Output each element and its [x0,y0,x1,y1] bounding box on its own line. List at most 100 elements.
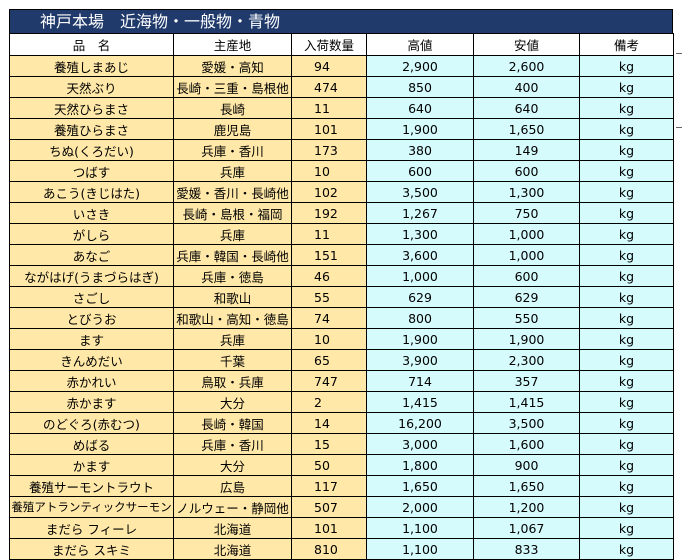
cell-name: まだら フィーレ [9,517,174,539]
table-row: ます 兵庫 10 1,900 1,900 kg [9,328,674,350]
cell-origin: 兵庫・韓国・長崎他 [173,244,292,266]
col-header-name: 品 名 [9,33,174,56]
cell-quantity: 15 [291,433,367,455]
table-row: さごし 和歌山 55 629 629 kg [9,286,674,308]
cell-high-price: 714 [366,370,474,392]
cell-high-price: 1,100 [366,538,474,560]
cell-remarks: kg [579,97,674,119]
table-row: がしら 兵庫 11 1,300 1,000 kg [9,223,674,245]
table-row: ながはげ(うまづらはぎ) 兵庫・徳島 46 1,000 600 kg [9,265,674,287]
market-price-sheet: 神戸本場 近海物・一般物・青物 品 名 主産地 入荷数量 高値 安値 備考 養殖… [9,9,674,560]
cell-name: まだら スキミ [9,538,174,560]
cell-quantity: 65 [291,349,367,371]
cell-remarks: kg [579,118,674,140]
cell-quantity: 14 [291,412,367,434]
cell-low-price: 833 [473,538,580,560]
cell-remarks: kg [579,307,674,329]
cell-remarks: kg [579,328,674,350]
price-table: 品 名 主産地 入荷数量 高値 安値 備考 養殖しまあじ 愛媛・高知 94 2,900… [9,33,674,560]
cell-high-price: 1,000 [366,265,474,287]
cell-high-price: 1,650 [366,475,474,497]
cell-low-price: 1,650 [473,475,580,497]
cell-origin: 千葉 [173,349,292,371]
cell-name: かます [9,454,174,476]
table-row: 養殖しまあじ 愛媛・高知 94 2,900 2,600 kg [9,55,674,77]
cell-high-price: 3,900 [366,349,474,371]
cell-low-price: 1,900 [473,328,580,350]
cell-name: ちぬ(くろだい) [9,139,174,161]
cell-origin: 長崎 [173,97,292,119]
cell-quantity: 117 [291,475,367,497]
table-row: まだら フィーレ 北海道 101 1,100 1,067 kg [9,517,674,539]
cell-origin: 広島 [173,475,292,497]
cell-high-price: 1,300 [366,223,474,245]
cell-name: 養殖アトランティックサーモン [9,496,174,518]
cell-low-price: 1,650 [473,118,580,140]
table-row: のどぐろ(赤むつ) 長崎・韓国 14 16,200 3,500 kg [9,412,674,434]
table-row: 養殖サーモントラウト 広島 117 1,650 1,650 kg [9,475,674,497]
cell-remarks: kg [579,160,674,182]
cell-remarks: kg [579,433,674,455]
cell-low-price: 1,600 [473,433,580,455]
cell-origin: 兵庫 [173,223,292,245]
table-row: かます 大分 50 1,800 900 kg [9,454,674,476]
cell-remarks: kg [579,538,674,560]
cell-name: あなご [9,244,174,266]
cell-quantity: 102 [291,181,367,203]
table-row: めばる 兵庫・香川 15 3,000 1,600 kg [9,433,674,455]
cell-high-price: 1,900 [366,328,474,350]
cell-low-price: 600 [473,265,580,287]
cell-name: 養殖しまあじ [9,55,174,77]
cell-name: がしら [9,223,174,245]
cell-quantity: 474 [291,76,367,98]
cell-quantity: 11 [291,97,367,119]
cell-origin: 大分 [173,454,292,476]
cell-high-price: 1,800 [366,454,474,476]
cell-low-price: 1,415 [473,391,580,413]
cell-name: つばす [9,160,174,182]
cell-high-price: 629 [366,286,474,308]
table-row: つばす 兵庫 10 600 600 kg [9,160,674,182]
cell-high-price: 16,200 [366,412,474,434]
cell-remarks: kg [579,76,674,98]
cell-origin: 大分 [173,391,292,413]
cell-name: 赤かれい [9,370,174,392]
col-header-origin: 主産地 [173,33,292,56]
cell-origin: 愛媛・高知 [173,55,292,77]
col-header-high-price: 高値 [366,33,474,56]
cell-high-price: 1,900 [366,118,474,140]
cell-origin: 鹿児島 [173,118,292,140]
cell-remarks: kg [579,349,674,371]
cell-high-price: 640 [366,97,474,119]
cell-origin: 兵庫・香川 [173,433,292,455]
cell-quantity: 50 [291,454,367,476]
cell-low-price: 2,600 [473,55,580,77]
cell-remarks: kg [579,223,674,245]
cell-origin: 和歌山 [173,286,292,308]
cell-low-price: 629 [473,286,580,308]
cell-name: ます [9,328,174,350]
table-row: あこう(きじはた) 愛媛・香川・長崎他 102 3,500 1,300 kg [9,181,674,203]
cell-origin: ノルウェー・静岡他 [173,496,292,518]
cell-low-price: 1,000 [473,223,580,245]
table-row: とびうお 和歌山・高知・徳島 74 800 550 kg [9,307,674,329]
cell-low-price: 357 [473,370,580,392]
cell-name: きんめだい [9,349,174,371]
cell-low-price: 600 [473,160,580,182]
cell-name: 天然ぶり [9,76,174,98]
cell-quantity: 192 [291,202,367,224]
cell-name: ながはげ(うまづらはぎ) [9,265,174,287]
cell-name: いさき [9,202,174,224]
cell-quantity: 507 [291,496,367,518]
table-row: 養殖ひらまさ 鹿児島 101 1,900 1,650 kg [9,118,674,140]
cell-low-price: 1,067 [473,517,580,539]
cell-name: めばる [9,433,174,455]
cell-remarks: kg [579,244,674,266]
cell-origin: 和歌山・高知・徳島 [173,307,292,329]
cell-origin: 兵庫・徳島 [173,265,292,287]
cell-name: とびうお [9,307,174,329]
edge-tick [676,127,682,128]
table-row: 赤かれい 鳥取・兵庫 747 714 357 kg [9,370,674,392]
cell-origin: 長崎・韓国 [173,412,292,434]
cell-quantity: 74 [291,307,367,329]
